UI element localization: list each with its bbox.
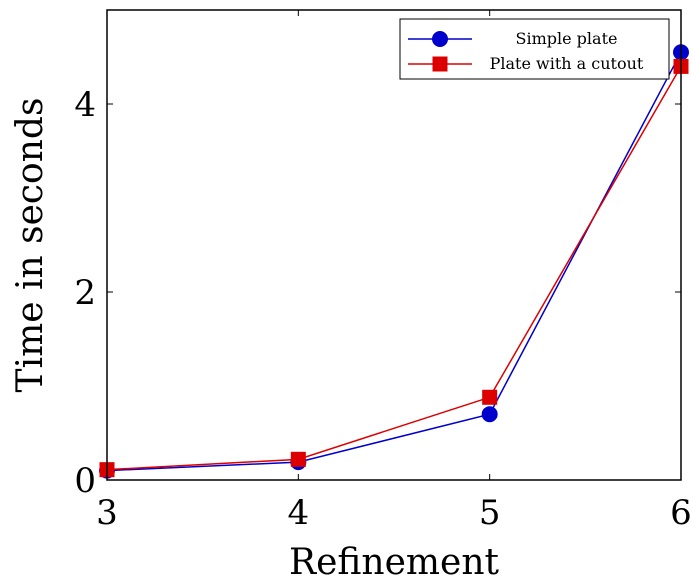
series-line: [106, 51, 682, 472]
legend: Simple plate Plate with a cutout: [399, 18, 670, 80]
series-1: [99, 44, 689, 479]
x-tick-label: 6: [670, 493, 692, 533]
legend-box: [399, 18, 670, 80]
series-2: [99, 58, 689, 478]
axis-ticks: [106, 10, 682, 481]
series-line: [106, 66, 682, 471]
legend-item: Plate with a cutout: [408, 54, 644, 73]
series-layer: [99, 44, 689, 479]
data-point: [482, 389, 498, 405]
x-tick-label: 5: [479, 493, 501, 533]
y-axis-title: Time in seconds: [10, 98, 51, 393]
y-tick-label: 0: [74, 461, 96, 501]
tick-labels: 3 4 5 6 0 2 4: [74, 85, 691, 533]
y-tick-label: 2: [74, 273, 96, 313]
x-tick-label: 4: [288, 493, 310, 533]
legend-marker: [432, 56, 448, 72]
legend-label: Simple plate: [516, 29, 618, 48]
plot-frame: [106, 9, 682, 481]
legend-label: Plate with a cutout: [490, 54, 644, 73]
legend-item: Simple plate: [408, 29, 617, 48]
x-tick-label: 3: [96, 493, 118, 533]
x-axis-title: Refinement: [289, 542, 500, 583]
y-tick-label: 4: [74, 85, 96, 125]
data-point: [290, 451, 306, 467]
data-point: [481, 406, 498, 423]
legend-marker: [432, 31, 448, 47]
